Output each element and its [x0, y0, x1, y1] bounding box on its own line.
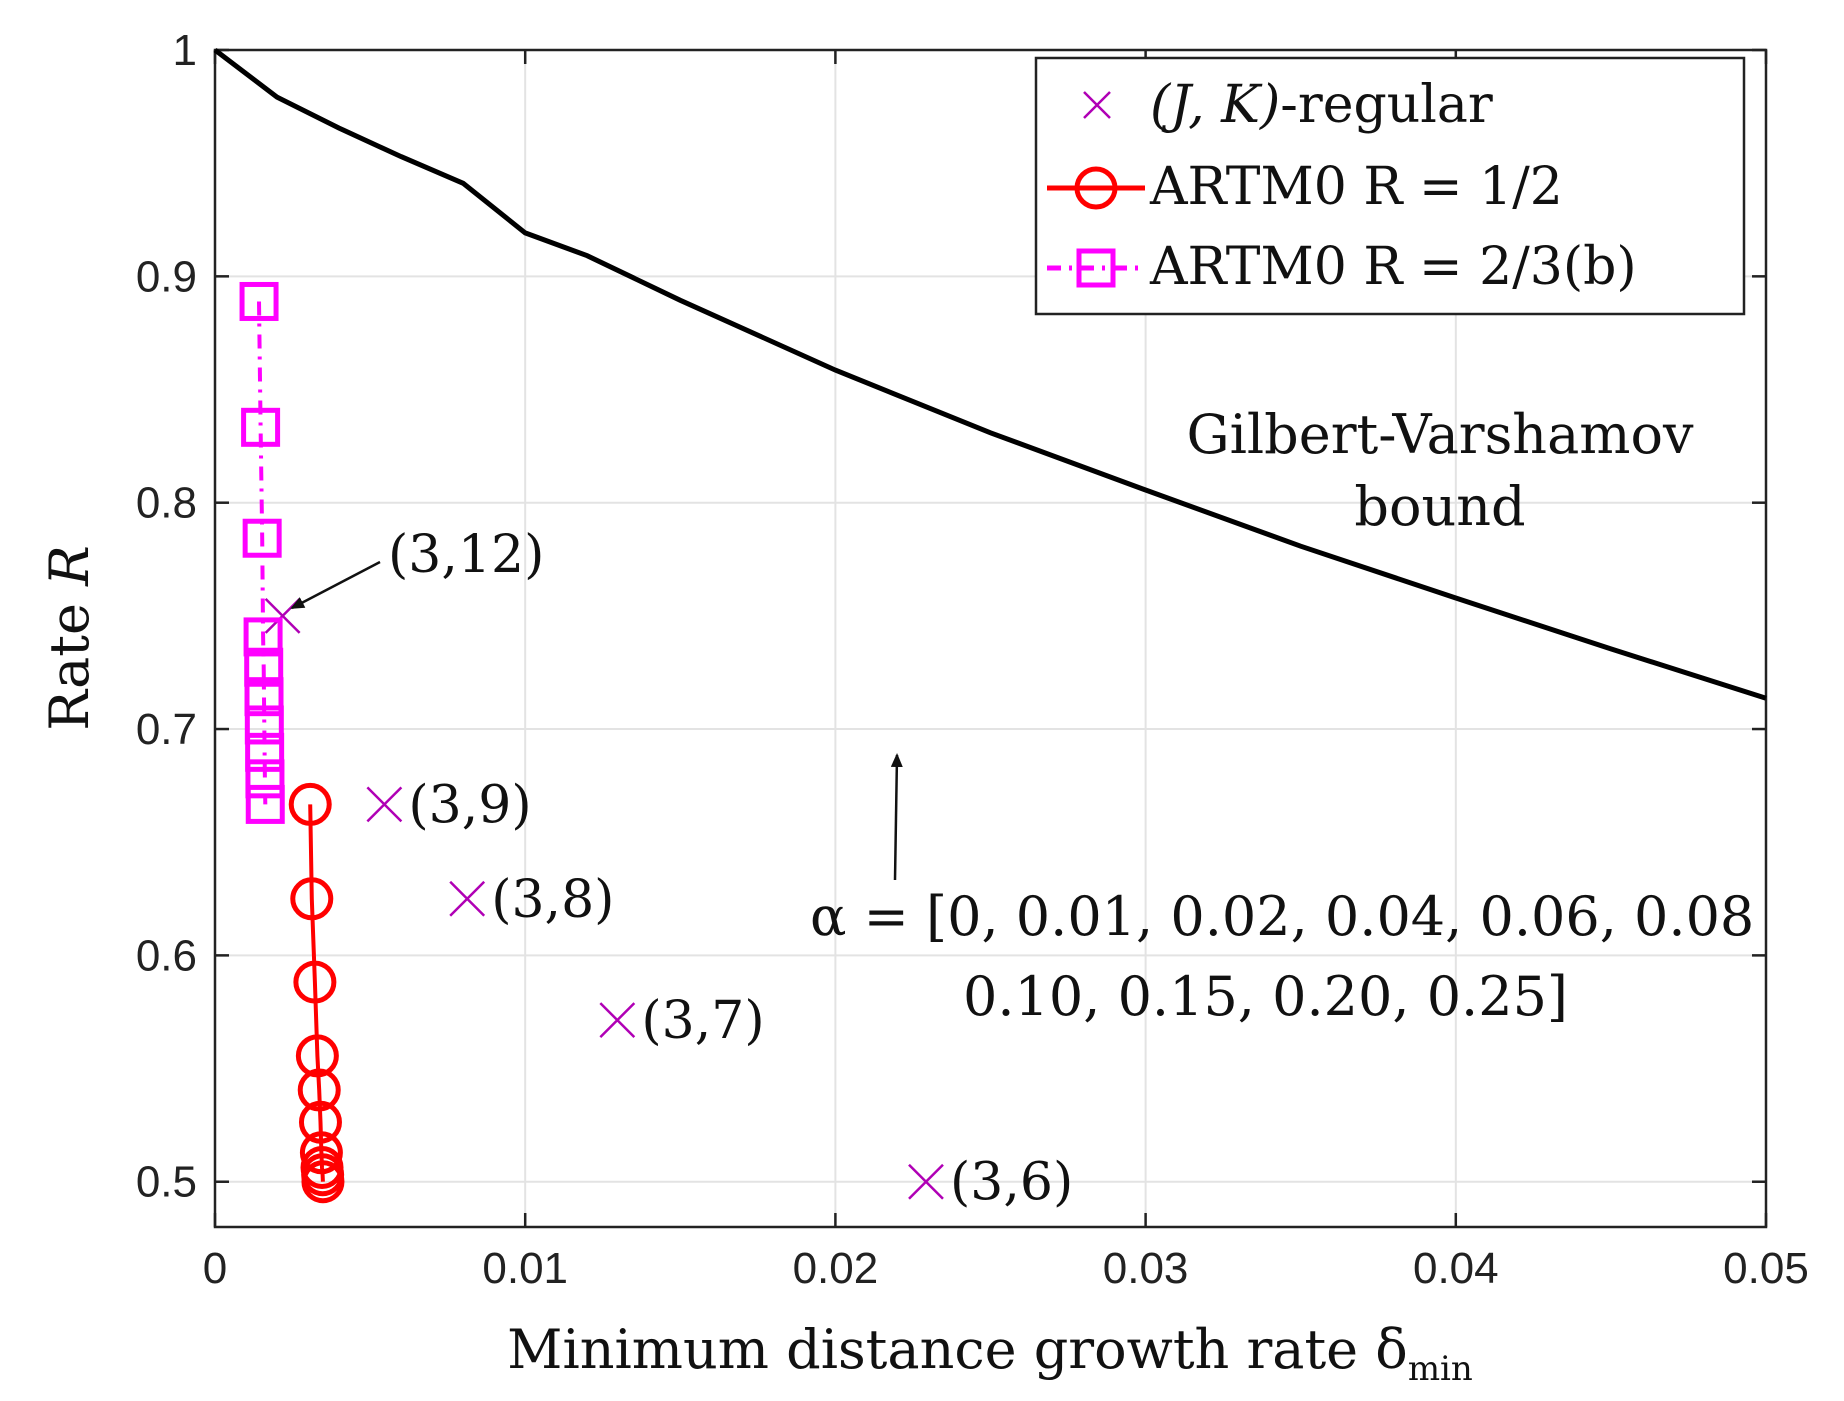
label-3-12-arrow — [290, 560, 381, 610]
artm0-two-thirds-point — [244, 647, 284, 687]
series-0 — [264, 597, 944, 1200]
legend-label-artm0-two-thirds: ARTM0 R = 2/3(b) — [1149, 237, 1637, 297]
alpha-annotation-line2: 0.10, 0.15, 0.20, 0.25] — [963, 965, 1568, 1028]
legend: (J, K)-regular ARTM0 R = 1/2 ARTM0 R = 2… — [1034, 56, 1746, 316]
alpha-annotation-line1: α = [0, 0.01, 0.02, 0.04, 0.06, 0.08 — [810, 885, 1754, 948]
jk-regular-point — [599, 1002, 636, 1039]
legend-box — [1034, 56, 1746, 316]
x-tick-label: 0.02 — [793, 1244, 879, 1293]
alpha-arrow — [890, 753, 903, 881]
series-1 — [288, 782, 345, 1204]
gilbert-varshamov-curve — [213, 48, 1767, 701]
x-tick-label: 0.01 — [482, 1244, 568, 1293]
artm0-half-point — [288, 782, 332, 826]
y-axis-label-variable: R — [38, 545, 101, 587]
y-tick-label: 0.7 — [136, 705, 197, 754]
x-tick-label: 0.03 — [1103, 1244, 1189, 1293]
legend-marker-x — [1083, 91, 1111, 119]
legend-label-artm0-half: ARTM0 R = 1/2 — [1149, 157, 1563, 217]
series-layer — [213, 48, 1767, 1204]
artm0-two-thirds-point — [243, 617, 283, 657]
y-tick-label: 0.9 — [136, 252, 197, 301]
legend-item-artm0-half: ARTM0 R = 1/2 — [1047, 157, 1563, 217]
x-tick-label: 0.05 — [1723, 1244, 1809, 1293]
artm0-half-point — [298, 1100, 342, 1144]
point-label: (3,12) — [388, 525, 544, 585]
axis-ticks: 0 0.01 0.02 0.03 0.04 0.05 0.5 0.6 0.7 0.8 0.9 1 — [136, 26, 1809, 1293]
gv-annotation-line1: Gilbert-Varshamov — [1187, 403, 1694, 466]
jk-regular-point — [264, 597, 301, 634]
point-label: (3,6) — [950, 1153, 1073, 1213]
x-tick-label: 0 — [203, 1244, 227, 1293]
artm0-half-point — [293, 960, 337, 1004]
jk-regular-point — [449, 880, 486, 917]
artm0-two-thirds-point — [241, 407, 281, 447]
jk-regular-point — [366, 786, 403, 823]
point-label: (3,9) — [408, 775, 531, 835]
gv-annotation-line2: bound — [1354, 475, 1525, 538]
x-tick-label: 0.04 — [1413, 1244, 1499, 1293]
jk-regular-point — [908, 1163, 944, 1200]
legend-item-artm0-two-thirds: ARTM0 R = 2/3(b) — [1047, 237, 1637, 297]
artm0-two-thirds-point — [244, 705, 284, 745]
y-tick-label: 0.8 — [136, 479, 197, 528]
legend-marker-circle — [1074, 166, 1118, 210]
plot-area-frame — [213, 48, 1768, 1229]
artm0-half-point — [299, 1131, 343, 1175]
series-3 — [213, 48, 1767, 701]
artm0-two-thirds-point — [239, 281, 279, 321]
legend-item-jk-regular: (J, K)-regular — [1083, 75, 1493, 135]
artm0-half-point — [301, 1160, 345, 1204]
artm0-two-thirds-point — [244, 677, 284, 717]
point-labels: (3,12) (3,9) (3,8) (3,7) (3,6) — [388, 525, 1073, 1213]
artm0-two-thirds-point — [245, 759, 285, 799]
x-axis-label: Minimum distance growth rate δmin — [507, 1318, 1473, 1389]
y-tick-label: 0.5 — [136, 1158, 197, 1207]
artm0-half-line — [308, 804, 325, 1182]
artm0-two-thirds-point — [245, 732, 285, 772]
x-axis-label-subscript: min — [1408, 1349, 1473, 1389]
series-2 — [239, 281, 285, 824]
y-tick-label: 0.6 — [136, 931, 197, 980]
point-label: (3,8) — [491, 870, 614, 930]
artm0-half-point — [297, 1068, 341, 1112]
point-label: (3,7) — [641, 991, 764, 1051]
artm0-two-thirds-point — [242, 518, 282, 558]
artm0-half-point — [290, 877, 334, 921]
artm0-half-point — [295, 1034, 339, 1078]
y-axis-label: Rate R — [38, 545, 101, 731]
artm0-two-thirds-line — [257, 301, 268, 805]
legend-label-jk-regular: (J, K)-regular — [1150, 75, 1493, 135]
y-tick-label: 1 — [173, 26, 197, 75]
artm0-two-thirds-point — [245, 784, 285, 824]
legend-marker-square — [1076, 248, 1116, 288]
